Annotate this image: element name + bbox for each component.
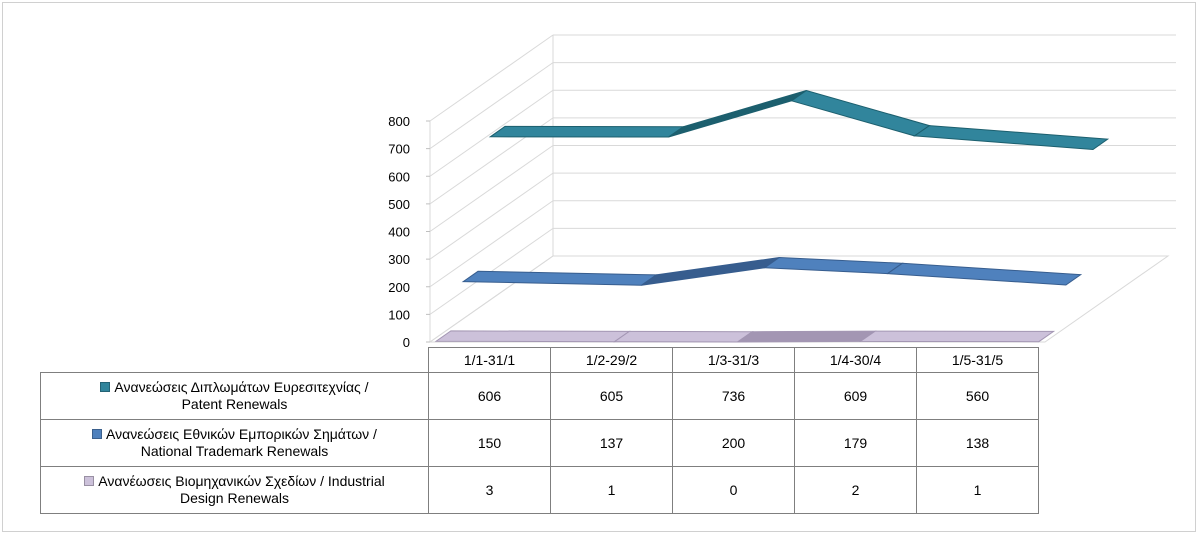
table-row-patent: Ανανεώσεις Διπλωμάτων Ευρεσιτεχνίας / Pa… [40,372,1039,420]
series-segment [858,330,1056,343]
gridline-side [429,89,554,177]
gridline-side [429,62,554,150]
y-tick-label: 0 [403,335,410,350]
data-table: 1/1-31/1 1/2-29/2 1/3-31/3 1/4-30/4 1/5-… [40,347,1039,514]
series-segment [668,90,807,138]
gridline-side [429,172,554,260]
series-segment [763,256,904,275]
chart-walls [428,35,1170,343]
data-cell: 605 [550,372,673,420]
chart-series [434,89,1110,343]
y-tick-label: 300 [388,252,410,267]
legend-entry-patent: Ανανεώσεις Διπλωμάτων Ευρεσιτεχνίας / Pa… [40,372,429,420]
table-row-design: Ανανέωσεις Βιομηχανικών Σχεδίων / Indust… [40,466,1039,514]
data-cell: 200 [672,419,795,467]
y-tick-label: 400 [388,225,410,240]
category-label: 1/4-30/4 [794,347,917,373]
y-axis: 0 100 200 300 400 500 600 700 800 [388,114,430,350]
y-tick-label: 600 [388,169,410,184]
series-segment [434,330,631,343]
table-corner [40,347,429,373]
y-tick-label: 100 [388,307,410,322]
series-segment [913,125,1110,151]
data-cell: 3 [428,466,551,514]
table-header-row: 1/1-31/1 1/2-29/2 1/3-31/3 1/4-30/4 1/5-… [40,347,1039,373]
data-cell: 137 [550,419,673,467]
series-segment [735,330,877,343]
data-cell: 736 [672,372,795,420]
series-segment [641,257,780,286]
series-ribbon [434,330,1056,343]
series-segment [886,262,1083,286]
series-segment [612,330,754,343]
data-cell: 609 [794,372,917,420]
series-segment [461,270,658,286]
series-segment [488,125,685,138]
data-cell: 179 [794,419,917,467]
chart-gridlines [429,34,1176,343]
chart-plot: 0 100 200 300 400 500 600 700 800 [388,34,1176,350]
legend-entry-design: Ανανέωσεις Βιομηχανικών Σχεδίων / Indust… [40,466,429,514]
legend-label: Ανανεώσεις Εθνικών Εμπορικών Σημάτων / [106,426,377,442]
data-cell: 1 [550,466,673,514]
data-cell: 2 [794,466,917,514]
data-cell: 560 [916,372,1039,420]
category-label: 1/1-31/1 [428,347,551,373]
legend-key-trademark [92,429,103,439]
legend-label: National Trademark Renewals [140,443,329,459]
legend-label: Patent Renewals [181,396,288,412]
legend-entry-trademark: Ανανεώσεις Εθνικών Εμπορικών Σημάτων / N… [40,419,429,467]
y-tick-label: 700 [388,142,410,157]
y-tick-label: 500 [388,197,410,212]
data-cell: 0 [672,466,795,514]
series-ribbon [488,89,1110,151]
gridline-side [429,255,554,343]
table-row-trademark: Ανανεώσεις Εθνικών Εμπορικών Σημάτων / N… [40,419,1039,467]
category-label: 1/5-31/5 [916,347,1039,373]
data-cell: 138 [916,419,1039,467]
data-cell: 1 [916,466,1039,514]
category-label: 1/3-31/3 [672,347,795,373]
legend-label: Ανανεώσεις Διπλωμάτων Ευρεσιτεχνίας / [114,379,369,395]
legend-key-patent [100,382,111,392]
gridline-side [429,200,554,288]
y-tick-label: 200 [388,280,410,295]
legend-label: Design Renewals [180,490,289,506]
series-segment [790,89,931,137]
data-cell: 150 [428,419,551,467]
y-tick-label: 800 [388,114,410,129]
legend-label: Ανανέωσεις Βιομηχανικών Σχεδίων / Indust… [98,473,385,489]
legend-key-design [84,476,95,486]
category-label: 1/2-29/2 [550,347,673,373]
series-ribbon [461,256,1083,286]
gridline-side [429,145,554,232]
gridline-side [429,34,554,122]
data-cell: 606 [428,372,551,420]
